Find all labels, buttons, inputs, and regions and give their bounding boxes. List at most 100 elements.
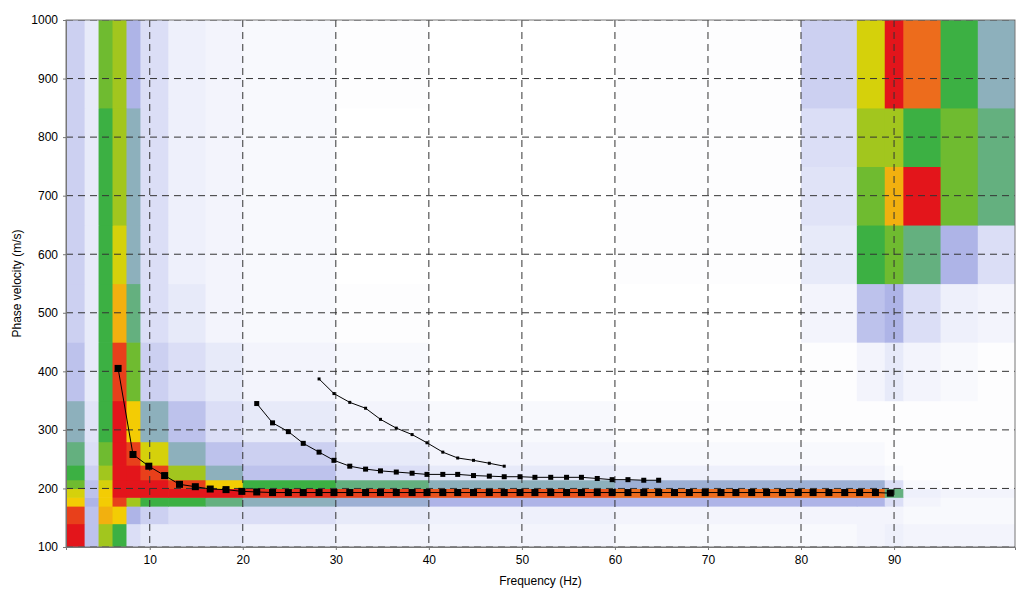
pick-marker: [717, 489, 724, 496]
heatmap-cell: [206, 20, 244, 108]
tick: 50: [516, 547, 530, 567]
heatmap-cell: [168, 506, 206, 524]
plot-area: [66, 20, 1015, 547]
pick-marker: [362, 489, 369, 496]
heatmap-cell: [243, 465, 337, 480]
heatmap-cell: [126, 20, 141, 108]
pick-marker: [455, 472, 460, 477]
tick: 40: [423, 547, 437, 567]
heatmap-cell: [168, 442, 206, 466]
pick-marker: [656, 478, 661, 483]
pick-marker: [547, 489, 554, 496]
pick-marker: [363, 467, 368, 472]
heatmap-cell: [978, 524, 1015, 547]
heatmap-cell: [66, 506, 85, 524]
heatmap-cell: [857, 506, 886, 524]
tick-mark: [522, 547, 523, 550]
heatmap-cell: [113, 524, 128, 547]
heatmap-cell: [857, 497, 886, 506]
pick-marker: [145, 463, 152, 470]
grid-line-x: [801, 20, 802, 547]
heatmap-cell: [941, 401, 979, 443]
heatmap-cell: [336, 480, 430, 489]
pick-marker: [346, 489, 353, 496]
pick-marker: [253, 488, 260, 495]
heatmap-cell: [85, 497, 100, 506]
heatmap-cell: [99, 497, 114, 506]
heatmap-cell: [857, 480, 886, 489]
heatmap-cell: [336, 497, 430, 506]
tick-mark: [63, 196, 66, 197]
heatmap-cell: [113, 442, 128, 466]
heatmap-cell: [941, 465, 979, 480]
pick-marker: [610, 477, 615, 482]
heatmap-cell: [801, 524, 857, 547]
pick-line: [257, 404, 659, 481]
heatmap-cell: [206, 497, 244, 506]
pick-marker: [318, 377, 321, 380]
heatmap-cell: [140, 465, 169, 480]
heatmap-cell: [615, 488, 802, 497]
pick-marker: [377, 489, 384, 496]
heatmap-cell: [336, 20, 430, 108]
heatmap-cell: [113, 506, 128, 524]
heatmap-cell: [243, 401, 337, 443]
heatmap-cell: [857, 442, 886, 466]
heatmap-cell: [66, 497, 85, 506]
heatmap-cell: [99, 465, 114, 480]
heatmap-cell: [126, 488, 141, 497]
tick-mark: [429, 547, 430, 550]
pick-marker: [624, 489, 631, 496]
plot-frame: [66, 20, 1015, 547]
pick-marker: [161, 472, 168, 479]
pick-marker: [439, 489, 446, 496]
heatmap-cell: [85, 442, 100, 466]
pick-marker: [856, 489, 863, 496]
heatmap-cell: [66, 465, 85, 480]
tick: 400: [38, 365, 66, 379]
pick-marker: [364, 407, 367, 410]
heatmap-cell: [801, 442, 857, 466]
heatmap-cell: [903, 401, 941, 443]
pick-marker: [129, 451, 136, 458]
grid-line-x: [614, 20, 615, 547]
heatmap-cell: [978, 497, 1015, 506]
tick-label: 10: [144, 553, 158, 567]
pick-marker: [441, 451, 444, 454]
grid-line-y: [66, 254, 1015, 255]
heatmap-cell: [206, 465, 244, 480]
heatmap-cell: [99, 20, 114, 108]
pick-marker: [393, 489, 400, 496]
tick: 200: [38, 482, 66, 496]
tick-mark: [63, 20, 66, 21]
heatmap-cell: [140, 497, 169, 506]
grid-line-x: [335, 20, 336, 547]
tick-label: 80: [795, 553, 809, 567]
heatmap-cell: [168, 465, 206, 480]
tick-label: 500: [38, 306, 58, 320]
pick-marker: [332, 392, 335, 395]
heatmap-cell: [336, 442, 430, 466]
tick: 30: [330, 547, 344, 567]
pick-marker: [502, 474, 507, 479]
tick-label: 1000: [31, 13, 58, 27]
heatmap-cell: [978, 442, 1015, 466]
chart-root: 1020304050607080901002003004005006007008…: [0, 0, 1021, 595]
heatmap-cell: [801, 480, 857, 489]
pick-marker: [456, 456, 459, 459]
heatmap-cell: [85, 20, 100, 108]
heatmap-cell: [85, 488, 100, 497]
heatmap-cell: [168, 497, 206, 506]
tick-mark: [894, 547, 895, 550]
heatmap-cell: [857, 465, 886, 480]
heatmap-cell: [66, 20, 85, 108]
tick-label: 900: [38, 72, 58, 86]
heatmap-cell: [903, 465, 941, 480]
pick-marker: [625, 477, 630, 482]
grid-line-y: [66, 429, 1015, 430]
pick-marker: [686, 489, 693, 496]
pick-marker: [115, 365, 122, 372]
tick-label: 40: [423, 553, 437, 567]
pick-marker: [347, 464, 352, 469]
pick-marker: [748, 489, 755, 496]
